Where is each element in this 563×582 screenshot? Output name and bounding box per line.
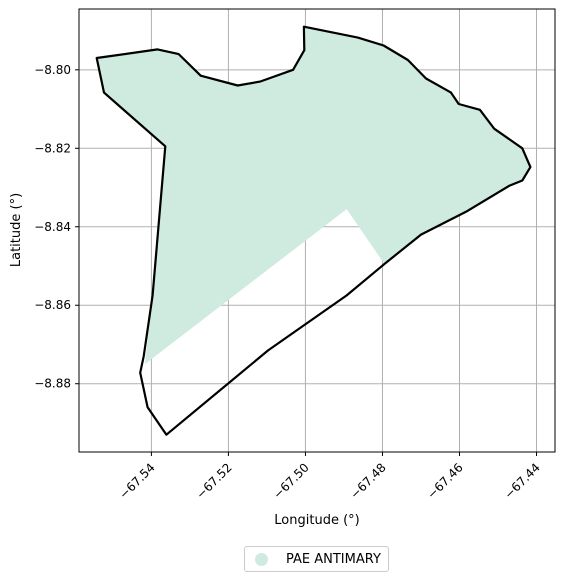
area-fill [96, 26, 531, 365]
y-tick-label: −8.88 [34, 377, 71, 391]
x-tick-label: −67.52 [193, 460, 234, 501]
y-axis-label: Latitude (°) [9, 193, 24, 267]
map-plot: −67.54 −67.52 −67.50 −67.48 −67.46 −67.44 −8.… [9, 8, 556, 528]
legend-swatch [255, 552, 268, 566]
x-axis-label: Longitude (°) [274, 513, 359, 528]
x-axis-ticks: −67.54 −67.52 −67.50 −67.48 −67.46 −67.44 [116, 452, 543, 502]
y-axis-ticks: −8.80 −8.82 −8.84 −8.86 −8.88 [34, 63, 79, 391]
y-tick-label: −8.80 [34, 63, 71, 77]
x-tick-label: −67.48 [348, 460, 389, 501]
y-tick-label: −8.84 [34, 220, 71, 234]
x-tick-label: −67.46 [425, 460, 466, 501]
legend-label: PAE ANTIMARY [286, 551, 381, 567]
legend: PAE ANTIMARY [244, 546, 389, 572]
y-tick-label: −8.82 [34, 141, 71, 155]
x-tick-label: −67.54 [116, 460, 157, 501]
x-tick-label: −67.50 [270, 460, 311, 501]
boundary-outline [95, 25, 532, 436]
axes-frame [78, 8, 556, 453]
y-tick-label: −8.86 [34, 298, 71, 312]
x-tick-label: −67.44 [502, 460, 543, 501]
